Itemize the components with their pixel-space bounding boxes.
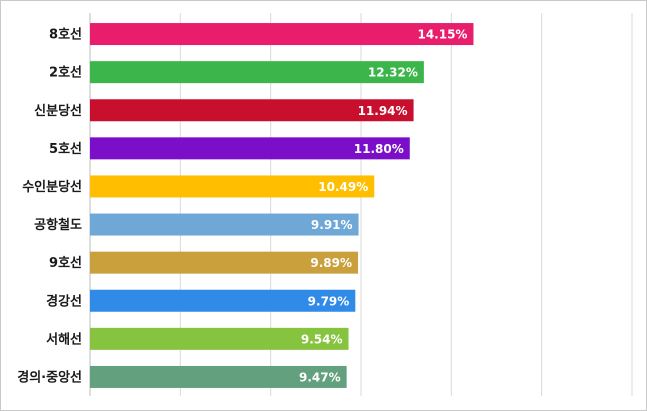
- category-label: 신분당선: [34, 103, 82, 119]
- bar: [90, 213, 359, 236]
- category-label: 공항철도: [34, 217, 82, 233]
- bar: [90, 137, 410, 160]
- bar: [90, 23, 474, 46]
- value-label: 10.49%: [318, 180, 368, 194]
- value-label: 14.15%: [417, 28, 467, 42]
- category-label: 수인분당선: [22, 179, 82, 195]
- bar: [90, 175, 375, 198]
- bar: [90, 365, 347, 388]
- bar: [90, 61, 424, 84]
- category-label: 경강선: [46, 293, 82, 309]
- value-label: 9.79%: [308, 294, 350, 308]
- value-label: 9.47%: [299, 370, 341, 384]
- category-label: 경의·중앙선: [17, 369, 82, 385]
- category-label: 5호선: [49, 141, 82, 157]
- value-label: 9.91%: [311, 218, 353, 232]
- value-label: 9.54%: [301, 332, 343, 346]
- bar: [90, 327, 349, 350]
- value-label: 11.80%: [354, 142, 404, 156]
- value-label: 11.94%: [358, 104, 408, 118]
- category-label: 2호선: [49, 65, 82, 81]
- bar: [90, 289, 356, 312]
- value-labels: 14.15% 12.32% 11.94% 11.80% 10.49% 9.91% 9.89%…: [299, 28, 467, 385]
- category-label: 9호선: [49, 255, 82, 271]
- value-label: 9.89%: [310, 256, 352, 270]
- category-label: 서해선: [46, 331, 82, 347]
- value-label: 12.32%: [368, 66, 418, 80]
- bar: [90, 99, 414, 122]
- category-label: 8호선: [49, 27, 82, 43]
- bar: [90, 251, 359, 274]
- bars: [90, 23, 474, 388]
